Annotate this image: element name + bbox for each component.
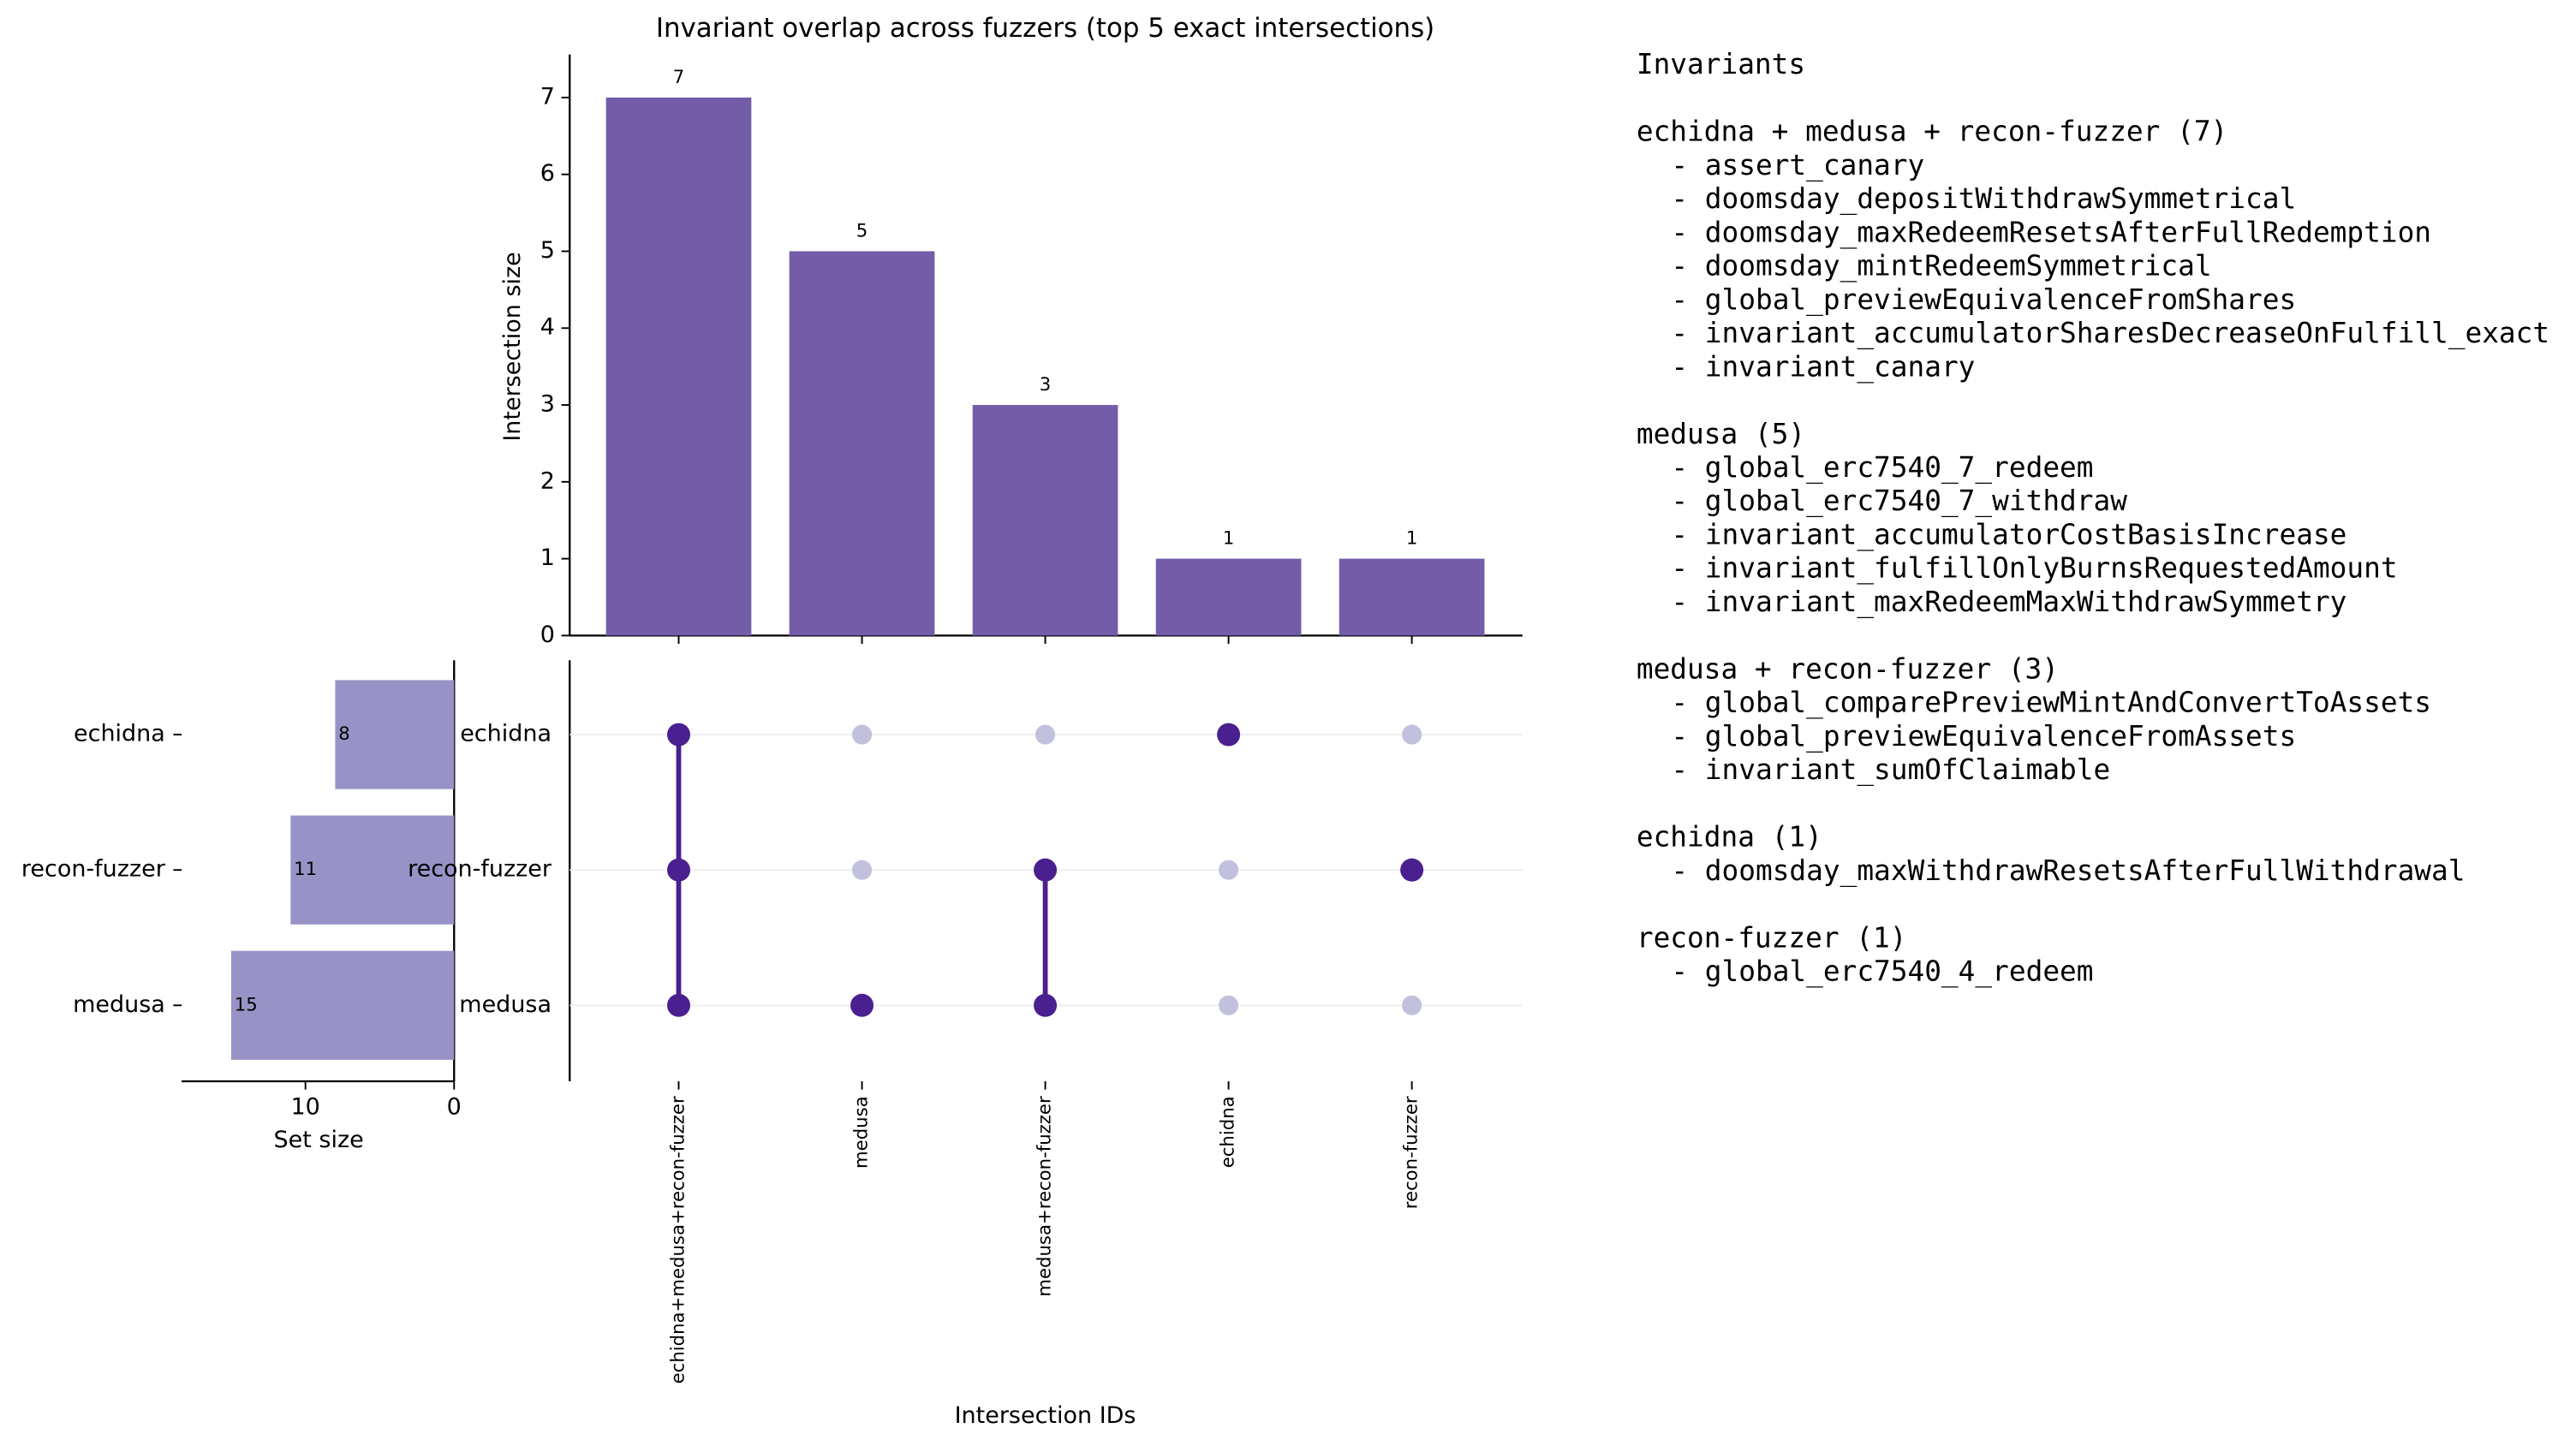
invariant-item: - global_comparePreviewMintAndConvertToA…	[1671, 687, 2431, 719]
active-dot	[1400, 858, 1424, 882]
x-tick-label: echidna+medusa+recon-fuzzer	[667, 1096, 689, 1383]
active-dot	[666, 723, 690, 747]
invariant-item: - invariant_sumOfClaimable	[1671, 753, 2110, 786]
invariant-item: - invariant_accumulatorCostBasisIncrease	[1671, 518, 2346, 550]
inactive-dot	[1219, 860, 1239, 880]
x-tick-label: recon-fuzzer	[1401, 1096, 1422, 1209]
active-dot	[666, 993, 690, 1017]
bar-value-label: 3	[1040, 374, 1052, 396]
bar	[1339, 558, 1485, 636]
y-tick-label: 5	[540, 237, 555, 264]
inactive-dot	[1035, 724, 1056, 745]
matrix-set-label: echidna	[460, 721, 552, 747]
bar-value-label: 7	[673, 67, 685, 88]
active-dot	[1217, 723, 1241, 747]
y-tick-label: 0	[540, 622, 555, 648]
bar-value-label: 5	[856, 220, 868, 241]
set-value-label: 15	[235, 994, 258, 1015]
invariant-item: - doomsday_maxRedeemResetsAfterFullRedem…	[1671, 216, 2431, 248]
invariant-item: - global_erc7540_4_redeem	[1671, 955, 2093, 988]
bar	[789, 251, 935, 636]
invariant-item: - invariant_accumulatorSharesDecreaseOnF…	[1671, 317, 2549, 349]
active-dot	[850, 993, 874, 1017]
group-heading: echidna + medusa + recon-fuzzer (7)	[1637, 116, 2227, 148]
x-tick-label: medusa+recon-fuzzer	[1035, 1096, 1056, 1297]
inactive-dot	[1402, 724, 1422, 745]
group-heading: recon-fuzzer (1)	[1637, 921, 1907, 954]
set-bar	[290, 815, 455, 925]
set-size-label: Set size	[274, 1127, 364, 1153]
group-heading: medusa (5)	[1637, 418, 1805, 450]
y-tick-label: 1	[540, 544, 555, 571]
invariant-item: - global_previewEquivalenceFromShares	[1671, 283, 2296, 316]
y-axis-label: Intersection size	[499, 252, 526, 441]
inactive-dot	[1402, 995, 1422, 1015]
group-heading: echidna (1)	[1637, 821, 1822, 854]
x-tick-label: 0	[447, 1093, 462, 1120]
invariant-item: - invariant_canary	[1671, 350, 1975, 383]
bar-value-label: 1	[1406, 527, 1418, 549]
set-value-label: 11	[294, 859, 317, 880]
active-dot	[1034, 858, 1058, 882]
y-tick-label: 4	[540, 314, 555, 341]
set-label: echidna	[74, 721, 165, 747]
chart-title: Invariant overlap across fuzzers (top 5 …	[656, 13, 1434, 44]
bar	[1155, 558, 1302, 636]
y-tick-label: 2	[540, 467, 555, 494]
active-dot	[1034, 993, 1058, 1017]
matrix-set-label: recon-fuzzer	[408, 856, 552, 883]
set-bar	[230, 950, 455, 1060]
bar-value-label: 1	[1223, 527, 1235, 549]
x-tick-label: echidna	[1218, 1096, 1239, 1168]
invariant-item: - global_erc7540_7_withdraw	[1671, 485, 2127, 517]
y-tick-label: 3	[540, 391, 555, 418]
x-tick-label: medusa	[851, 1096, 873, 1169]
bar	[605, 97, 752, 636]
set-label: medusa	[73, 991, 165, 1018]
group-heading: medusa + recon-fuzzer (3)	[1637, 652, 2059, 685]
panel-title: Invariants	[1637, 48, 1805, 80]
set-value-label: 8	[338, 723, 350, 745]
x-tick-label: 10	[291, 1093, 320, 1120]
invariant-item: - global_erc7540_7_redeem	[1671, 451, 2093, 484]
bar	[972, 405, 1118, 636]
invariant-item: - doomsday_mintRedeemSymmetrical	[1671, 250, 2211, 283]
invariant-item: - doomsday_maxWithdrawResetsAfterFullWit…	[1671, 854, 2465, 887]
matrix-set-label: medusa	[459, 991, 552, 1018]
inactive-dot	[851, 724, 873, 745]
invariant-item: - global_previewEquivalenceFromAssets	[1671, 720, 2296, 753]
set-label: recon-fuzzer	[21, 856, 166, 883]
active-dot	[666, 858, 690, 882]
invariant-item: - invariant_fulfillOnlyBurnsRequestedAmo…	[1671, 552, 2397, 585]
y-tick-label: 6	[540, 160, 555, 187]
invariant-item: - assert_canary	[1671, 149, 1924, 181]
inactive-dot	[1219, 995, 1239, 1015]
inactive-dot	[851, 860, 873, 880]
invariant-item: - doomsday_depositWithdrawSymmetrical	[1671, 182, 2296, 215]
invariant-item: - invariant_maxRedeemMaxWithdrawSymmetry	[1671, 586, 2346, 618]
y-tick-label: 7	[540, 83, 555, 110]
set-bar	[335, 680, 455, 789]
x-axis-label: Intersection IDs	[955, 1402, 1136, 1429]
